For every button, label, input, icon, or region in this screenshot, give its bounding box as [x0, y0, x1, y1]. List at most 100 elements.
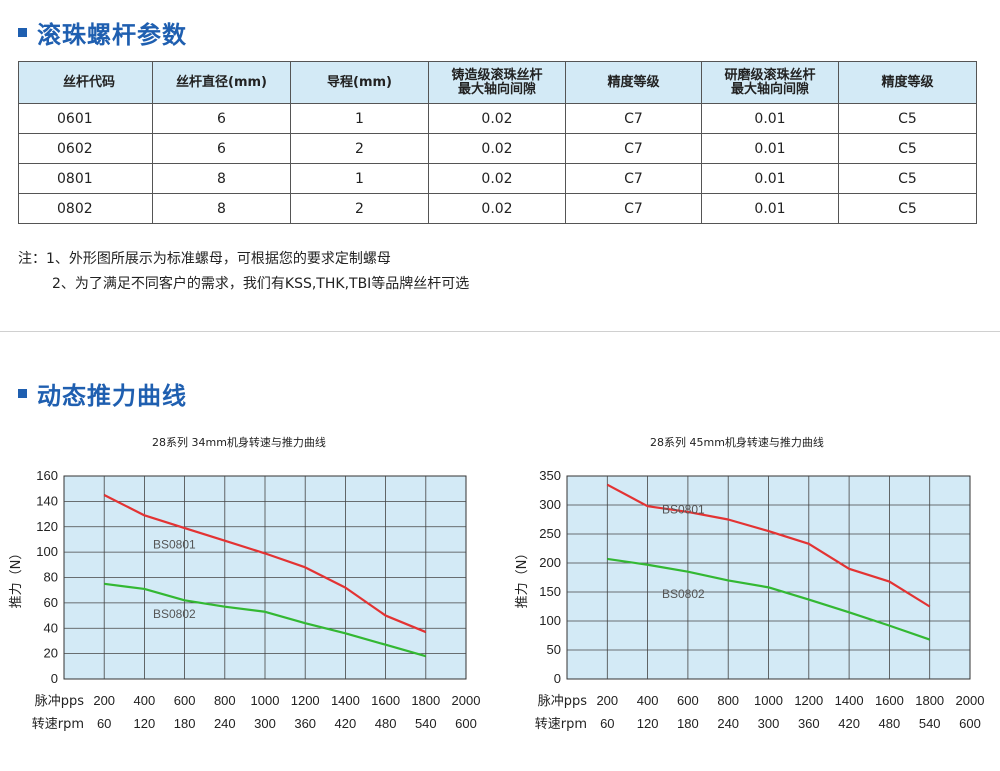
x-tick-label: 600	[677, 693, 699, 708]
header-text: 精度等级	[881, 74, 934, 90]
x-tick-label: 200	[93, 693, 115, 708]
table-cell: 0.01	[701, 193, 839, 224]
x-tick-label: 60	[97, 716, 111, 731]
table-header-cell: 研磨级滚珠丝杆 最大轴向间隙	[701, 61, 839, 104]
y-tick-label: 120	[36, 519, 58, 534]
table-row: 0802 8 2 0.02 C7 0.01 C5	[18, 193, 977, 224]
y-tick-label: 350	[539, 468, 561, 483]
table-cell: C7	[565, 133, 702, 164]
x-tick-label: 120	[134, 716, 156, 731]
x-tick-label: 300	[758, 716, 780, 731]
header-text: 导程(mm)	[327, 74, 392, 90]
y-axis-label: 推力（N）	[515, 547, 530, 609]
series-label: BS0802	[153, 607, 196, 621]
table-header-cell: 丝杆直径(mm)	[152, 61, 291, 104]
table-cell: 0.01	[701, 103, 839, 134]
table-cell: 0.02	[428, 133, 566, 164]
x-tick-label: 800	[214, 693, 236, 708]
series-label: BS0801	[153, 537, 196, 551]
x-tick-label: 600	[174, 693, 196, 708]
table-header-cell: 导程(mm)	[290, 61, 429, 104]
y-tick-label: 100	[539, 613, 561, 628]
note-line-1: 注：1、外形图所展示为标准螺母，可根据您的要求定制螺母	[18, 251, 391, 267]
y-tick-label: 140	[36, 493, 58, 508]
x-tick-label: 1400	[835, 693, 864, 708]
section-title-text: 滚珠螺杆参数	[37, 21, 187, 49]
series-label: BS0802	[662, 587, 705, 601]
x-row-label: 脉冲pps	[538, 694, 588, 709]
y-tick-label: 80	[44, 570, 58, 585]
series-label: BS0801	[662, 503, 705, 517]
x-tick-label: 1800	[915, 693, 944, 708]
table-body: 0601 6 1 0.02 C7 0.01 C5 0602 6 2 0.02 C7 0.01 C5 0801…	[18, 103, 977, 224]
header-text: 最大轴向间隙	[457, 81, 536, 97]
x-tick-label: 1000	[251, 693, 280, 708]
x-tick-label: 540	[415, 716, 437, 731]
table-cell: 0.01	[701, 163, 839, 194]
y-tick-label: 40	[44, 620, 58, 635]
table-cell: 0.02	[428, 193, 566, 224]
y-tick-label: 50	[547, 642, 561, 657]
chart-0: 0 20 40 60 80 100 120 140 160 推力（N） 脉冲pps 200 400 600…	[9, 468, 480, 732]
table-cell: 8	[152, 193, 291, 224]
x-tick-label: 1600	[371, 693, 400, 708]
table-row: 0801 8 1 0.02 C7 0.01 C5	[18, 163, 977, 194]
note-line-2: 2、为了满足不同客户的需求，我们有KSS,THK,TBI等品牌丝杆可选	[52, 276, 470, 292]
series-line-BS0801	[103, 494, 427, 634]
table-cell: 2	[290, 133, 429, 164]
x-tick-label: 600	[959, 716, 981, 731]
x-tick-label: 60	[600, 716, 614, 731]
table-cell: C7	[565, 193, 702, 224]
y-tick-label: 300	[539, 497, 561, 512]
x-row-label: 转速rpm	[32, 717, 84, 732]
table-cell: C5	[838, 193, 977, 224]
x-tick-label: 800	[717, 693, 739, 708]
y-tick-label: 100	[36, 544, 58, 559]
x-tick-label: 1000	[754, 693, 783, 708]
x-tick-label: 1400	[331, 693, 360, 708]
table-cell: C7	[565, 163, 702, 194]
y-axis-label: 推力（N）	[9, 547, 24, 609]
header-text: 精度等级	[607, 74, 660, 90]
y-tick-label: 160	[36, 468, 58, 483]
table-row: 0601 6 1 0.02 C7 0.01 C5	[18, 103, 977, 134]
x-tick-label: 400	[637, 693, 659, 708]
section-title-thrust: 动态推力曲线	[18, 376, 187, 411]
header-text: 最大轴向间隙	[730, 81, 809, 97]
x-tick-label: 2000	[956, 693, 985, 708]
y-tick-label: 0	[51, 671, 58, 686]
table-header-cell: 丝杆代码	[18, 61, 153, 104]
x-tick-label: 400	[134, 693, 156, 708]
table-row: 0602 6 2 0.02 C7 0.01 C5	[18, 133, 977, 164]
table-header-cell: 铸造级滚珠丝杆 最大轴向间隙	[428, 61, 566, 104]
y-tick-label: 150	[539, 584, 561, 599]
x-tick-label: 540	[919, 716, 941, 731]
table-cell: 1	[290, 163, 429, 194]
x-tick-label: 200	[596, 693, 618, 708]
x-tick-label: 360	[294, 716, 316, 731]
x-tick-label: 1800	[411, 693, 440, 708]
x-row-label: 转速rpm	[535, 717, 587, 732]
x-tick-label: 300	[254, 716, 276, 731]
table-cell: 0801	[18, 163, 153, 194]
table-header-row: 丝杆代码 丝杆直径(mm) 导程(mm) 铸造级滚珠丝杆 最大轴向间隙 精度等级 研磨级滚珠…	[18, 61, 977, 104]
table-header-cell: 精度等级	[838, 61, 977, 104]
x-tick-label: 480	[375, 716, 397, 731]
square-bullet-icon	[18, 389, 27, 398]
x-tick-label: 120	[637, 716, 659, 731]
x-tick-label: 180	[677, 716, 699, 731]
chart-title-45mm: 28系列 45mm机身转速与推力曲线	[650, 436, 824, 449]
x-tick-label: 2000	[452, 693, 481, 708]
header-text: 丝杆代码	[63, 74, 116, 90]
table-cell: 0.02	[428, 163, 566, 194]
x-tick-label: 240	[214, 716, 236, 731]
x-tick-label: 180	[174, 716, 196, 731]
table-cell: 0601	[18, 103, 153, 134]
x-tick-label: 240	[717, 716, 739, 731]
square-bullet-icon	[18, 28, 27, 37]
table-cell: C7	[565, 103, 702, 134]
header-text: 研磨级滚珠丝杆	[724, 67, 816, 83]
x-tick-label: 480	[879, 716, 901, 731]
table-cell: 6	[152, 133, 291, 164]
header-text: 铸造级滚珠丝杆	[451, 67, 543, 83]
